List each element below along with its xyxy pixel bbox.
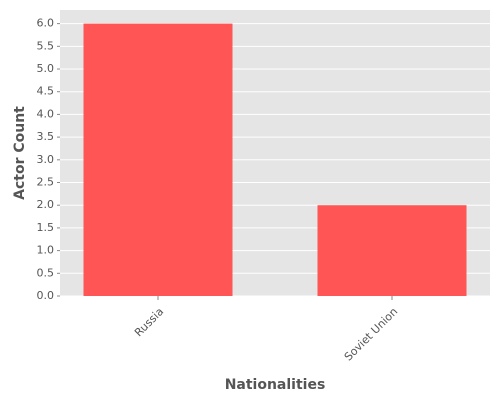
y-tick-label: 1.0	[37, 244, 55, 257]
x-axis-title: Nationalities	[225, 377, 326, 393]
y-tick-label: 5.5	[37, 39, 55, 52]
x-tick-label: Soviet Union	[342, 305, 400, 363]
bar	[317, 205, 467, 296]
y-tick-label: 4.5	[37, 85, 55, 98]
x-tick-label: Russia	[132, 305, 166, 339]
y-tick-label: 5.0	[37, 62, 55, 75]
y-axis-title: Actor Count	[12, 106, 28, 200]
y-tick-label: 6.0	[37, 17, 55, 30]
y-tick-label: 4.0	[37, 107, 55, 120]
y-tick-label: 0.0	[37, 289, 55, 302]
bar	[83, 23, 233, 296]
y-tick-label: 2.5	[37, 176, 55, 189]
y-tick-label: 2.0	[37, 198, 55, 211]
y-tick-label: 0.5	[37, 266, 55, 279]
y-tick-label: 3.0	[37, 153, 55, 166]
y-tick-label: 3.5	[37, 130, 55, 143]
y-tick-label: 1.5	[37, 221, 55, 234]
